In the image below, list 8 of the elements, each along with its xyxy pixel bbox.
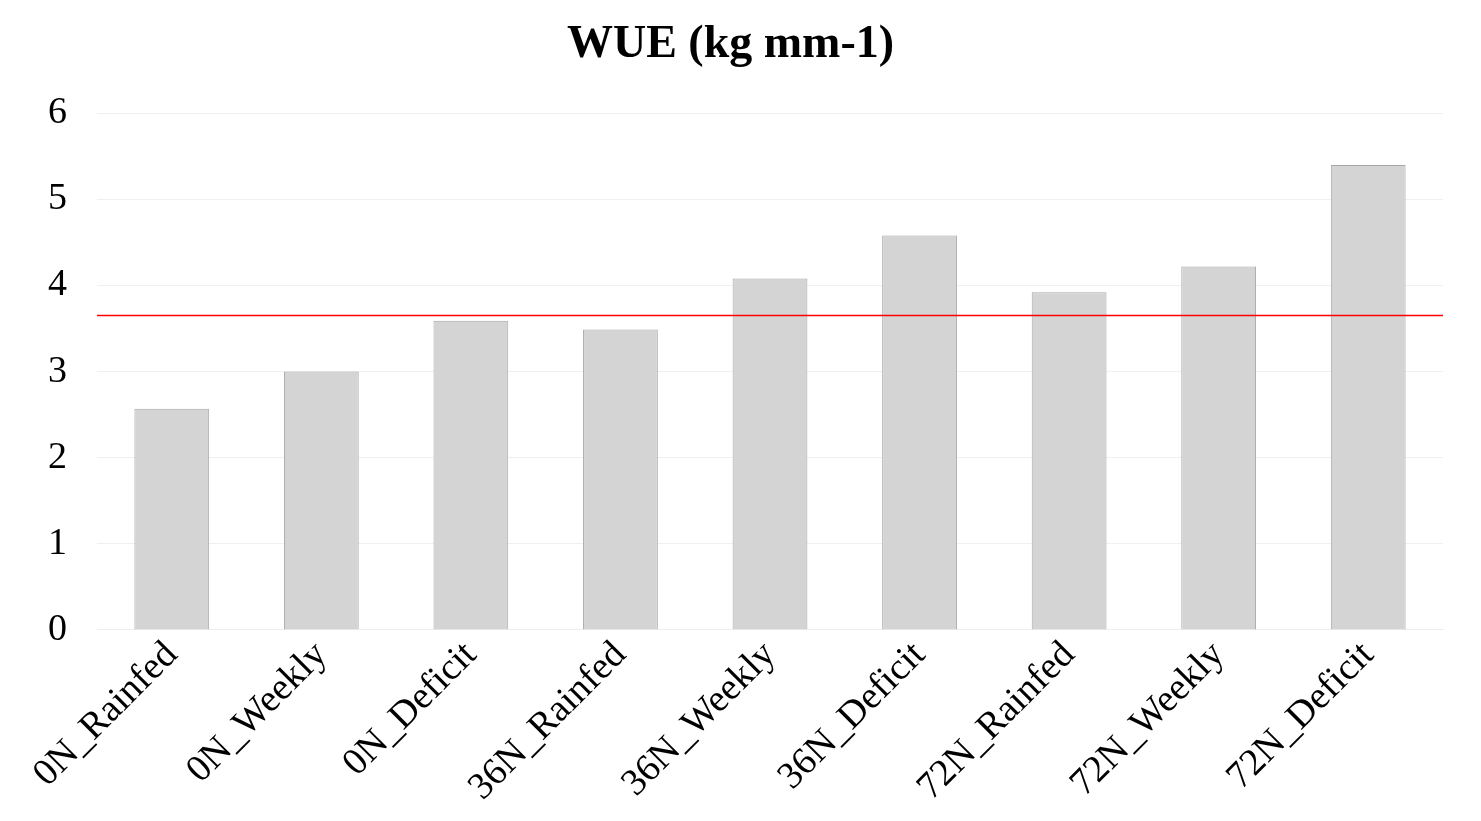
y-tick-label: 3 [48,347,67,390]
y-tick-label: 1 [48,519,67,562]
y-tick-label: 6 [48,89,67,132]
y-tick-label: 0 [48,605,67,648]
y-tick-label: 2 [48,433,67,476]
chart-title: WUE (kg mm-1) [566,16,895,68]
y-tick-label: 5 [48,175,67,218]
y-tick-label: 4 [48,261,67,304]
